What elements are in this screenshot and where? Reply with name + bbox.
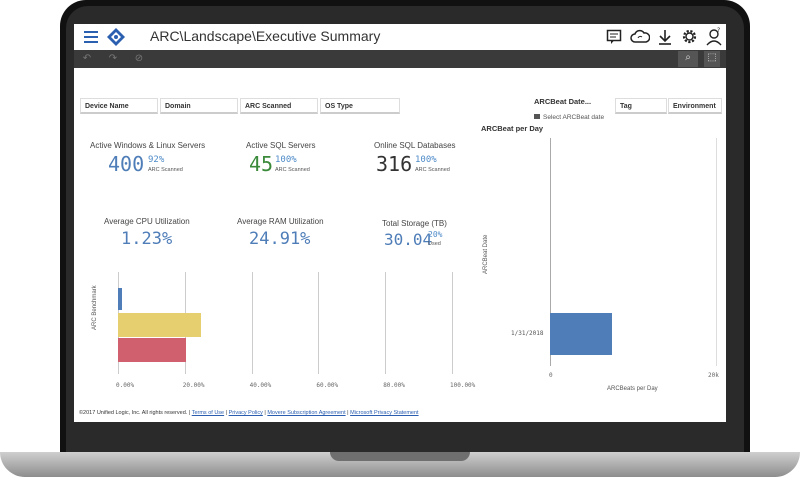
kpi-pct-servers: 92%	[148, 155, 165, 165]
arcbeat-date-hint[interactable]: Select ARCBeat date	[534, 114, 604, 121]
kpi-title-servers: Active Windows & Linux Servers	[90, 141, 206, 150]
footer-link-privacy[interactable]: Privacy Policy	[228, 410, 263, 416]
kpi-title-storage: Total Storage (TB)	[382, 219, 447, 228]
arcbeat-y-axis-line	[550, 138, 551, 366]
benchmark-gridline	[452, 272, 453, 374]
filter-device-name[interactable]: Device Name	[80, 98, 158, 114]
kpi-pct-sql-databases: 100%	[415, 155, 437, 165]
kpi-value-sql-servers: 45	[249, 152, 274, 176]
footer: ©2017 Unified Logic, Inc. All rights res…	[79, 410, 419, 416]
benchmark-gridline	[385, 272, 387, 374]
cloud-sync-icon[interactable]	[630, 29, 651, 45]
benchmark-tick-label: 40.00%	[249, 382, 272, 389]
arcbeat-date-filter[interactable]: ARCBeat Date...	[534, 97, 592, 106]
footer-copyright: ©2017 Unified Logic, Inc. All rights res…	[79, 410, 191, 416]
filter-arc-scanned[interactable]: ARC Scanned	[240, 98, 318, 114]
calendar-icon	[534, 114, 540, 119]
arcbeat-bar[interactable]	[550, 313, 613, 355]
filter-os-type[interactable]: OS Type	[320, 98, 400, 114]
benchmark-bar[interactable]	[118, 288, 123, 310]
comment-icon[interactable]	[606, 29, 622, 45]
benchmark-tick-label: 0.00%	[116, 382, 135, 389]
benchmark-tick-label: 20.00%	[182, 382, 205, 389]
clear-selections-icon[interactable]: ⊘	[134, 53, 144, 64]
arcbeat-category-label: 1/31/2018	[511, 330, 544, 337]
arcbeat-y-label: ARCBeat Date	[483, 234, 489, 274]
benchmark-gridline	[251, 272, 253, 374]
kpi-pct-sql-servers: 100%	[275, 155, 297, 165]
kpi-value-ram: 24.91%	[249, 229, 311, 249]
user-avatar-icon[interactable]: ?	[705, 27, 723, 46]
benchmark-tick-label: 80.00%	[383, 382, 405, 389]
kpi-sub-sql-servers: ARC Scanned	[275, 167, 310, 173]
laptop-notch	[330, 452, 470, 461]
app-screen: ARC\Landscape\Executive Summary ? ↶ ↷ ⊘ …	[74, 24, 726, 422]
kpi-title-sql-databases: Online SQL Databases	[374, 141, 456, 150]
download-icon[interactable]	[657, 29, 673, 45]
gear-icon[interactable]	[681, 28, 698, 45]
kpi-sub-storage: Used	[428, 241, 441, 247]
kpi-sub-sql-databases: ARC Scanned	[415, 167, 450, 173]
undo-icon[interactable]: ↶	[82, 53, 92, 64]
search-icon[interactable]: ⌕	[678, 51, 698, 67]
kpi-value-storage: 30.04	[384, 230, 433, 249]
kpi-sub-servers: ARC Scanned	[148, 167, 183, 173]
app-logo-icon[interactable]	[106, 27, 126, 47]
kpi-pct-storage: 20%	[428, 230, 443, 239]
kpi-value-servers: 400	[108, 152, 145, 176]
menu-icon[interactable]	[83, 29, 99, 45]
benchmark-tick-label: 100.00%	[450, 382, 476, 389]
kpi-value-cpu: 1.23%	[121, 229, 173, 249]
footer-link-subscription[interactable]: Movere Subscription Agreement	[267, 410, 346, 416]
selection-tool-icon[interactable]: ⬚	[704, 51, 720, 67]
benchmark-tick-label: 60.00%	[316, 382, 339, 389]
arcbeat-tick-label: 0	[549, 372, 553, 379]
footer-link-terms[interactable]: Terms of Use	[191, 410, 225, 416]
benchmark-y-label: ARC Benchmark	[92, 285, 98, 330]
benchmark-chart: ARC Benchmark 0.00% 20.00% 40.00% 60.00% 80.…	[74, 24, 726, 422]
filter-environment[interactable]: Environment	[668, 98, 722, 114]
kpi-title-cpu: Average CPU Utilization	[104, 217, 190, 226]
footer-link-ms-privacy[interactable]: Microsoft Privacy Statement	[350, 410, 419, 416]
filter-tag[interactable]: Tag	[615, 98, 667, 114]
page-title: ARC\Landscape\Executive Summary	[150, 28, 381, 44]
kpi-value-sql-databases: 316	[376, 152, 413, 176]
arcbeat-chart-title: ARCBeat per Day	[481, 124, 544, 133]
svg-text:?: ?	[717, 27, 720, 34]
arcbeat-x-label: ARCBeats per Day	[607, 386, 658, 392]
benchmark-gridline	[318, 272, 320, 374]
toolbar: ↶ ↷ ⊘ ⌕ ⬚	[74, 50, 726, 68]
app-header: ARC\Landscape\Executive Summary ?	[74, 24, 726, 51]
arcbeat-hint-text: Select ARCBeat date	[543, 114, 605, 121]
arcbeat-tick-label: 20k	[708, 372, 719, 379]
redo-icon[interactable]: ↷	[108, 53, 118, 64]
kpi-title-ram: Average RAM Utilization	[237, 217, 324, 226]
benchmark-bar[interactable]	[118, 338, 187, 362]
arcbeat-gridline	[716, 138, 717, 366]
benchmark-bar[interactable]	[118, 313, 202, 337]
filter-domain[interactable]: Domain	[160, 98, 238, 114]
kpi-title-sql-servers: Active SQL Servers	[246, 141, 316, 150]
